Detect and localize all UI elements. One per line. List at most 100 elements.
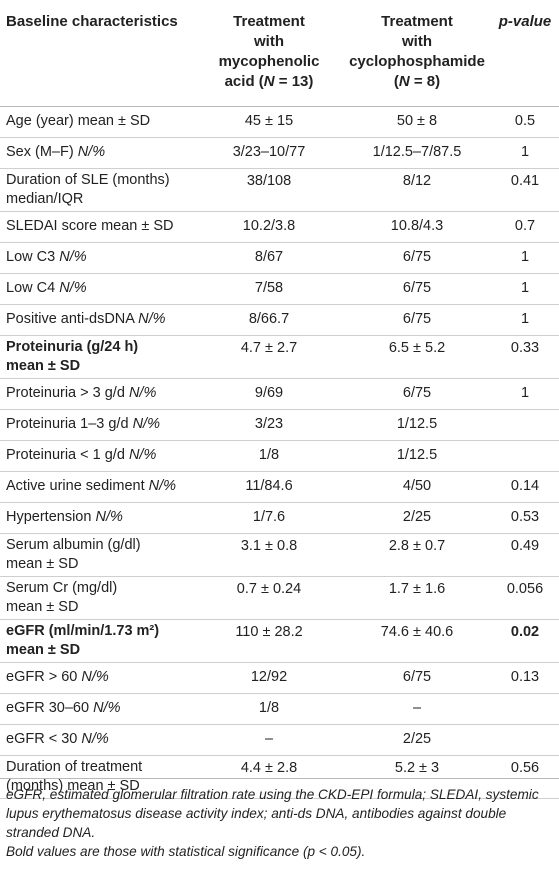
row-label-line: mean ± SD bbox=[6, 641, 81, 658]
mycophenolic-value: 1/7.6 bbox=[195, 502, 343, 534]
header-line: Treatment bbox=[233, 13, 305, 30]
p-value bbox=[491, 693, 559, 725]
row-label-line: mean ± SD bbox=[6, 357, 81, 374]
footnote-significance: Bold values are those with statistical s… bbox=[6, 844, 366, 859]
cyclophosphamide-value: 50 ± 8 bbox=[343, 106, 491, 138]
cyclophosphamide-value: 6/75 bbox=[343, 304, 491, 336]
p-value: 1 bbox=[491, 273, 559, 305]
table-row: eGFR 30–60 N/% 1/8– bbox=[0, 693, 559, 725]
header-line: (N = 8) bbox=[393, 73, 441, 90]
header-p-value: p-value bbox=[491, 0, 559, 107]
row-label-line: eGFR (ml/min/1.73 m²) bbox=[6, 622, 160, 639]
cyclophosphamide-value: 1/12.5 bbox=[343, 409, 491, 441]
header-line: with bbox=[402, 33, 432, 50]
cyclophosphamide-value: 2.8 ± 0.7 bbox=[343, 533, 491, 577]
row-label: Active urine sediment N/% bbox=[0, 471, 195, 503]
row-label-line: (months) mean ± SD bbox=[6, 777, 140, 794]
baseline-characteristics-table: Baseline characteristics Treatment with … bbox=[0, 0, 559, 799]
mycophenolic-value: 1/8 bbox=[195, 693, 343, 725]
row-label-line: Duration of treatment bbox=[6, 758, 143, 775]
row-label: Sex (M–F) N/% bbox=[0, 137, 195, 169]
p-value: 1 bbox=[491, 137, 559, 169]
p-value: 0.056 bbox=[491, 576, 559, 620]
row-label: Serum Cr (mg/dl) mean ± SD bbox=[0, 576, 195, 620]
row-label-line: Positive anti-dsDNA N/% bbox=[6, 311, 166, 327]
row-label-line: Serum albumin (g/dl) bbox=[6, 536, 141, 553]
table-row: eGFR > 60 N/% 12/92 6/75 0.13 bbox=[0, 662, 559, 694]
table-row: Hypertension N/% 1/7.6 2/25 0.53 bbox=[0, 502, 559, 534]
row-label: Duration of SLE (months) median/IQR bbox=[0, 168, 195, 212]
header-line: p-value bbox=[498, 13, 552, 30]
p-value: 0.13 bbox=[491, 662, 559, 694]
row-label-line: Serum Cr (mg/dl) bbox=[6, 579, 118, 596]
cyclophosphamide-value: 2/25 bbox=[343, 724, 491, 756]
cyclophosphamide-value: 6/75 bbox=[343, 662, 491, 694]
cyclophosphamide-value: 6/75 bbox=[343, 242, 491, 274]
mycophenolic-value: 3/23–10/77 bbox=[195, 137, 343, 169]
cyclophosphamide-value: 6/75 bbox=[343, 273, 491, 305]
row-label-line: eGFR 30–60 N/% bbox=[6, 700, 121, 716]
p-value: 0.02 bbox=[491, 619, 559, 663]
row-label: Age (year) mean ± SD bbox=[0, 106, 195, 138]
table-row: Active urine sediment N/% 11/84.6 4/50 0.14 bbox=[0, 471, 559, 503]
row-label-line: mean ± SD bbox=[6, 598, 79, 615]
mycophenolic-value: 8/66.7 bbox=[195, 304, 343, 336]
table-bottom-rule bbox=[0, 778, 559, 779]
table-row: Sex (M–F) N/% 3/23–10/77 1/12.5–7/87.5 1 bbox=[0, 137, 559, 169]
row-label-line: eGFR > 60 N/% bbox=[6, 669, 109, 685]
cyclophosphamide-value: 10.8/4.3 bbox=[343, 211, 491, 243]
mycophenolic-value: 8/67 bbox=[195, 242, 343, 274]
header-mycophenolic-acid: Treatment with mycophenolic acid (N = 13… bbox=[195, 0, 343, 107]
row-label-line: median/IQR bbox=[6, 190, 84, 207]
table-header-row: Baseline characteristics Treatment with … bbox=[0, 0, 559, 107]
row-label: Proteinuria (g/24 h) mean ± SD bbox=[0, 335, 195, 379]
header-line: acid (N = 13) bbox=[224, 73, 314, 90]
p-value: 0.49 bbox=[491, 533, 559, 577]
row-label: Low C3 N/% bbox=[0, 242, 195, 274]
mycophenolic-value: 10.2/3.8 bbox=[195, 211, 343, 243]
row-label: eGFR > 60 N/% bbox=[0, 662, 195, 694]
mycophenolic-value: 4.7 ± 2.7 bbox=[195, 335, 343, 379]
mycophenolic-value: 7/58 bbox=[195, 273, 343, 305]
table-footnote: eGFR, estimated glomerular filtration ra… bbox=[6, 785, 554, 861]
row-label-line: SLEDAI score mean ± SD bbox=[6, 218, 174, 234]
row-label: Proteinuria > 3 g/d N/% bbox=[0, 378, 195, 410]
table-row: eGFR < 30 N/% –2/25 bbox=[0, 724, 559, 756]
row-label: Serum albumin (g/dl) mean ± SD bbox=[0, 533, 195, 577]
cyclophosphamide-value: 6.5 ± 5.2 bbox=[343, 335, 491, 379]
cyclophosphamide-value: 2/25 bbox=[343, 502, 491, 534]
row-label-line: Proteinuria (g/24 h) bbox=[6, 338, 139, 355]
table-row: Positive anti-dsDNA N/% 8/66.7 6/75 1 bbox=[0, 304, 559, 336]
p-value: 0.7 bbox=[491, 211, 559, 243]
cyclophosphamide-value: 74.6 ± 40.6 bbox=[343, 619, 491, 663]
row-label-line: Low C4 N/% bbox=[6, 280, 87, 296]
table-row: eGFR (ml/min/1.73 m²) mean ± SD 110 ± 28.2… bbox=[0, 619, 559, 663]
row-label-line: Proteinuria < 1 g/d N/% bbox=[6, 447, 157, 463]
cyclophosphamide-value: 6/75 bbox=[343, 378, 491, 410]
row-label: Duration of treatment (months) mean ± SD bbox=[0, 755, 195, 799]
header-baseline-characteristics: Baseline characteristics bbox=[0, 0, 195, 107]
cyclophosphamide-value: 1/12.5 bbox=[343, 440, 491, 472]
p-value: 0.53 bbox=[491, 502, 559, 534]
mycophenolic-value: 3/23 bbox=[195, 409, 343, 441]
row-label-line: Proteinuria > 3 g/d N/% bbox=[6, 385, 157, 401]
header-line: Treatment bbox=[381, 13, 453, 30]
row-label: Hypertension N/% bbox=[0, 502, 195, 534]
table-row: Proteinuria > 3 g/d N/% 9/69 6/75 1 bbox=[0, 378, 559, 410]
row-label-line: Duration of SLE (months) bbox=[6, 171, 170, 188]
cyclophosphamide-value: 1.7 ± 1.6 bbox=[343, 576, 491, 620]
header-cyclophosphamide: Treatment with cyclophosphamide (N = 8) bbox=[343, 0, 491, 107]
mycophenolic-value: 45 ± 15 bbox=[195, 106, 343, 138]
mycophenolic-value: 0.7 ± 0.24 bbox=[195, 576, 343, 620]
p-value: 1 bbox=[491, 304, 559, 336]
table-row: SLEDAI score mean ± SD 10.2/3.8 10.8/4.3 0.… bbox=[0, 211, 559, 243]
p-value: 1 bbox=[491, 242, 559, 274]
table-row: Age (year) mean ± SD 45 ± 15 50 ± 8 0.5 bbox=[0, 106, 559, 138]
row-label-line: mean ± SD bbox=[6, 555, 79, 572]
row-label: Proteinuria 1–3 g/d N/% bbox=[0, 409, 195, 441]
p-value: 0.5 bbox=[491, 106, 559, 138]
p-value: 0.41 bbox=[491, 168, 559, 212]
row-label: eGFR < 30 N/% bbox=[0, 724, 195, 756]
p-value bbox=[491, 724, 559, 756]
table-row: Low C4 N/% 7/58 6/75 1 bbox=[0, 273, 559, 305]
